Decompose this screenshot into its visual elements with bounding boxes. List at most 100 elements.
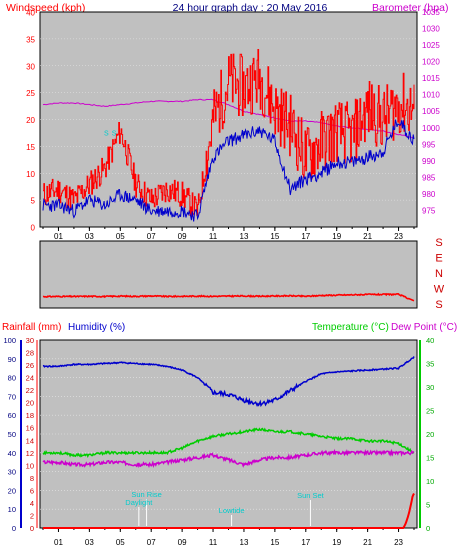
humidity-tick-label: 20 [8, 486, 16, 495]
humidity-tick-label: 100 [3, 336, 16, 345]
windspeed-axis: 0 5 10 15 20 25 30 35 40 [26, 9, 35, 233]
humidity-tick-label: 0 [12, 524, 16, 533]
rainfall-tick-label: 28 [26, 349, 34, 358]
avg-wind-line [42, 119, 415, 222]
windspeed-tick-label: 20 [26, 116, 35, 125]
rainfall-tick-label: 30 [26, 336, 34, 345]
time-tick-label: 01 [54, 232, 63, 241]
dewpoint-line [42, 448, 415, 469]
temperature-tick-label: 25 [426, 407, 434, 416]
time-tick-label: 17 [301, 232, 310, 241]
time-tick-label: 05 [116, 232, 125, 241]
rainfall-tick-label: 22 [26, 386, 34, 395]
wind-direction-plot-area [39, 240, 418, 309]
wind-direction-letter: N [435, 268, 443, 280]
bottom-time-axis: 01 03 05 07 09 11 13 15 17 19 21 23 [42, 528, 415, 547]
temperature-axis-title: Temperature (°C) [312, 322, 389, 333]
time-tick-label: 23 [394, 232, 403, 241]
wind-direction-series-group [42, 292, 415, 302]
time-tick-label: 15 [270, 232, 279, 241]
wind-annotation: S [104, 131, 109, 138]
rainfall-tick-label: 8 [30, 474, 34, 483]
time-tick-label: 03 [85, 538, 94, 547]
wind-annotation: S [112, 131, 117, 138]
rainfall-tick-label: 26 [26, 361, 34, 370]
barometer-axis: 975 980 985 990 995 1000 1005 1010 1015 1020 1025 1… [422, 8, 440, 215]
barometer-tick-label: 1035 [422, 8, 440, 17]
barometer-tick-label: 980 [422, 190, 436, 199]
temperature-line [42, 427, 415, 459]
rainfall-tick-label: 6 [30, 486, 34, 495]
temperature-tick-label: 10 [426, 477, 434, 486]
time-tick-label: 17 [301, 538, 310, 547]
humidity-tick-label: 70 [8, 392, 16, 401]
rainfall-tick-label: 10 [26, 461, 34, 470]
temperature-tick-label: 30 [426, 383, 434, 392]
rainfall-tick-label: 4 [30, 499, 34, 508]
time-tick-label: 21 [363, 232, 372, 241]
humidity-tick-label: 50 [8, 430, 16, 439]
time-tick-label: 13 [240, 538, 249, 547]
windspeed-tick-label: 35 [26, 35, 35, 44]
bottom-series-group [42, 356, 415, 529]
rainfall-axis-title: Rainfall (mm) [2, 322, 61, 333]
humidity-tick-label: 80 [8, 374, 16, 383]
windspeed-tick-label: 40 [26, 9, 35, 18]
top-time-axis: 01 03 05 07 09 11 13 15 17 19 21 23 [42, 227, 415, 241]
rainfall-tick-label: 20 [26, 399, 34, 408]
barometer-tick-label: 990 [422, 157, 436, 166]
event-label: Sun Rise [131, 490, 161, 499]
humidity-line [42, 356, 415, 408]
event-label: Sun Set [297, 491, 325, 500]
time-tick-label: 19 [332, 538, 341, 547]
windspeed-tick-label: 10 [26, 170, 35, 179]
temperature-tick-label: 35 [426, 360, 434, 369]
barometer-tick-label: 995 [422, 140, 436, 149]
windspeed-axis-title: Windspeed (kph) [6, 2, 85, 14]
barometer-tick-label: 1025 [422, 41, 440, 50]
time-tick-label: 15 [270, 538, 279, 547]
wind-direction-line [42, 292, 415, 302]
humidity-axis-title: Humidity (%) [68, 322, 125, 333]
time-tick-label: 09 [178, 538, 187, 547]
windspeed-tick-label: 25 [26, 89, 35, 98]
barometer-tick-label: 1000 [422, 124, 440, 133]
temperature-tick-label: 0 [426, 524, 430, 533]
time-tick-label: 03 [85, 232, 94, 241]
barometer-tick-label: 1030 [422, 25, 440, 34]
dewpoint-axis-title: Dew Point (°C) [391, 322, 457, 333]
barometer-axis-title: Barometer (hpa) [372, 2, 448, 14]
wind-direction-letter: S [435, 299, 442, 311]
temperature-tick-label: 20 [426, 430, 434, 439]
time-tick-label: 23 [394, 538, 403, 547]
temperature-tick-label: 5 [426, 501, 430, 510]
wind-direction-letter: W [434, 284, 445, 296]
rainfall-tick-label: 24 [26, 374, 34, 383]
time-tick-label: 11 [209, 232, 218, 241]
humidity-axis: 0 10 20 30 40 50 60 70 80 90 100 [3, 336, 22, 533]
rainfall-tick-label: 14 [26, 436, 34, 445]
humidity-tick-label: 90 [8, 355, 16, 364]
time-tick-label: 21 [363, 538, 372, 547]
wind-direction-letter: S [435, 237, 442, 249]
humidity-tick-label: 60 [8, 411, 16, 420]
rainfall-line [43, 493, 415, 529]
barometer-tick-label: 1005 [422, 107, 440, 116]
humidity-tick-label: 30 [8, 468, 16, 477]
humidity-tick-label: 10 [8, 505, 16, 514]
temperature-axis: 0 5 10 15 20 25 30 35 40 [419, 336, 434, 533]
rainfall-tick-label: 18 [26, 411, 34, 420]
windspeed-tick-label: 5 [31, 197, 36, 206]
time-tick-label: 07 [147, 538, 156, 547]
time-tick-label: 13 [240, 232, 249, 241]
rainfall-tick-label: 0 [30, 524, 34, 533]
event-label: Daylight [125, 498, 153, 507]
time-tick-label: 11 [209, 538, 218, 547]
windspeed-tick-label: 15 [26, 143, 35, 152]
